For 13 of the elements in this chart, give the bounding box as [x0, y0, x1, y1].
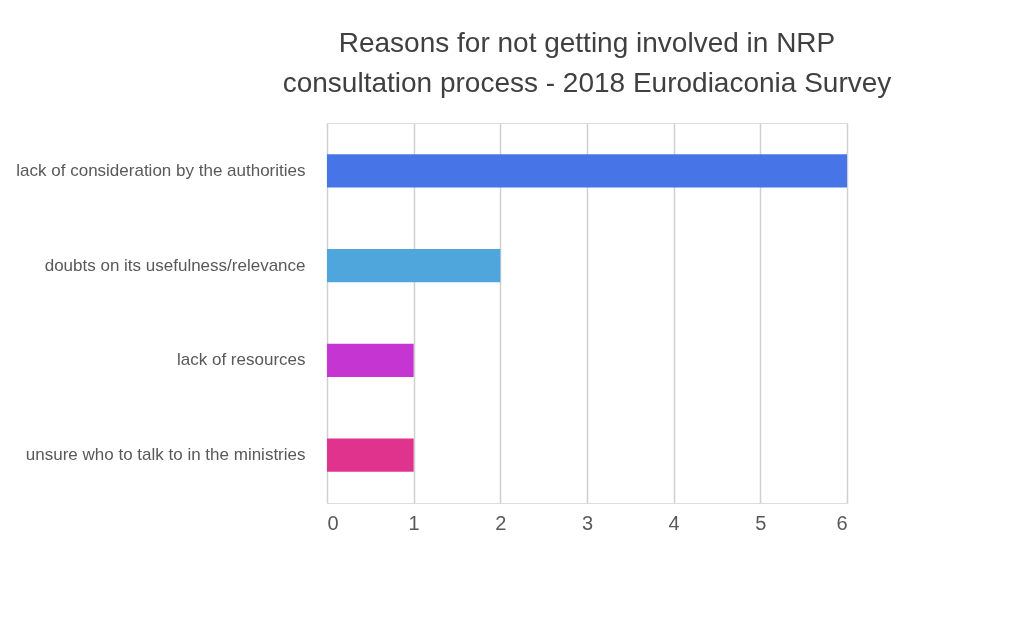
x-tick-label: 0	[327, 511, 339, 534]
y-tick-label: lack of consideration by the authorities	[16, 160, 306, 180]
text: consultation process - 2018 Eurodiaconia Survey	[282, 67, 892, 98]
x-tick-label: 2	[495, 511, 507, 534]
y-tick-label: unsure who to talk to in the ministries	[25, 445, 306, 465]
text: Reasons for not getting involved in NRP	[338, 27, 836, 58]
x-tick-label: 1	[408, 511, 420, 534]
x-tick-label: 6	[836, 511, 848, 534]
x-tick-label: 5	[755, 511, 767, 534]
y-tick-label: doubts on its usefulness/relevance	[44, 255, 306, 275]
y-tick-label: lack of resources	[177, 350, 306, 370]
x-tick-label: 4	[668, 511, 680, 534]
x-tick-label: 3	[581, 511, 594, 534]
